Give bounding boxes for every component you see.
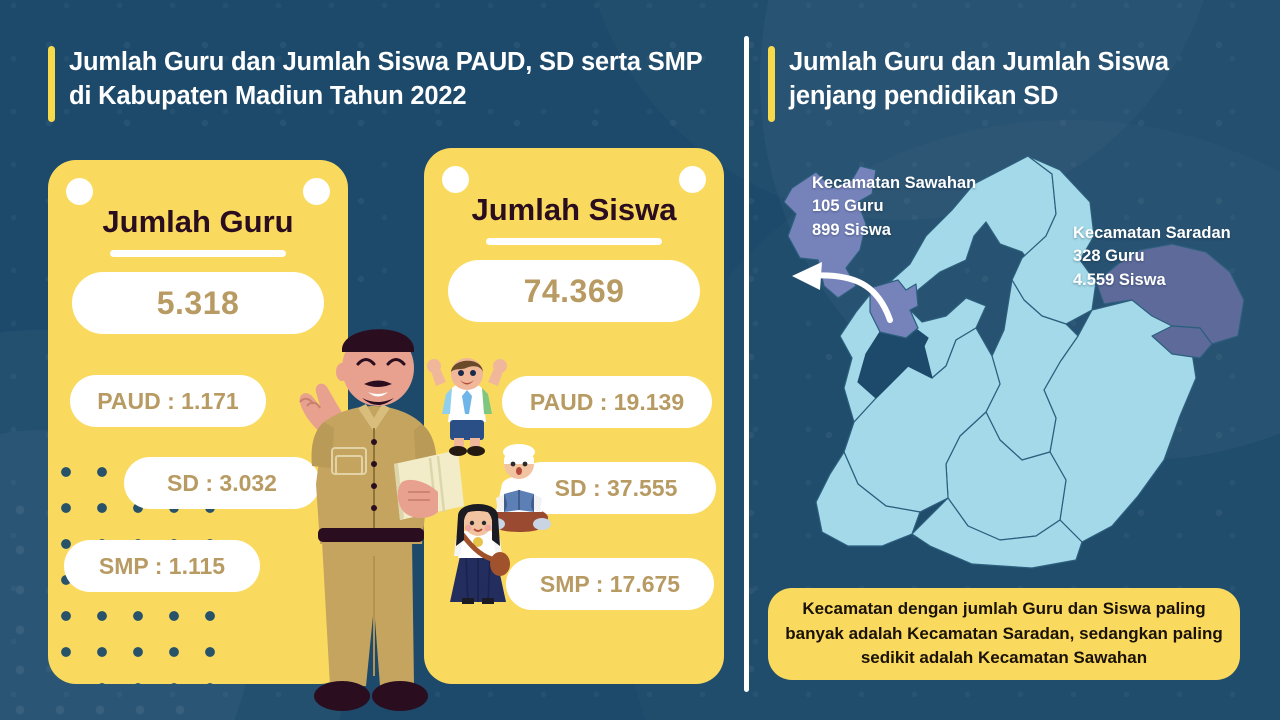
map-label-saradan-siswa: 4.559 Siswa	[1073, 270, 1166, 289]
card-punch-hole-right	[679, 166, 706, 193]
stat-row-guru-paud: PAUD : 1.171	[70, 375, 266, 427]
left-panel-title: Jumlah Guru dan Jumlah Siswa PAUD, SD se…	[48, 46, 728, 122]
stat-row-siswa-smp: SMP : 17.675	[506, 558, 714, 610]
card-underline-guru	[110, 250, 286, 257]
card-punch-hole-left	[442, 166, 469, 193]
map-label-saradan: Kecamatan Saradan 328 Guru 4.559 Siswa	[1073, 222, 1231, 292]
vertical-divider	[744, 36, 749, 692]
stat-row-guru-sd: SD : 3.032	[124, 457, 320, 509]
stat-row-siswa-sd: SD : 37.555	[516, 462, 716, 514]
map-label-sawahan-guru: 105 Guru	[812, 197, 884, 216]
card-heading-siswa: Jumlah Siswa	[471, 192, 677, 227]
right-panel-title-text: Jumlah Guru dan Jumlah Siswa jenjang pen…	[789, 48, 1169, 110]
stat-card-guru: Jumlah Guru 5.318 PAUD : 1.171 SD : 3.03…	[48, 160, 348, 684]
title-accent-bar-right	[768, 46, 775, 122]
card-punch-hole-right	[303, 178, 330, 205]
map-label-saradan-name: Kecamatan Saradan	[1073, 224, 1231, 242]
map-label-saradan-guru: 328 Guru	[1073, 247, 1145, 266]
map-label-sawahan: Kecamatan Sawahan 105 Guru 899 Siswa	[812, 172, 976, 242]
card-punch-hole-left	[66, 178, 93, 205]
map-caption-box: Kecamatan dengan jumlah Guru dan Siswa p…	[768, 588, 1240, 680]
map-label-sawahan-siswa: 899 Siswa	[812, 220, 891, 239]
card-heading-guru: Jumlah Guru	[102, 204, 294, 239]
stat-row-guru-smp: SMP : 1.115	[64, 540, 260, 592]
card-underline-siswa	[486, 238, 662, 245]
map-label-sawahan-name: Kecamatan Sawahan	[812, 174, 977, 192]
total-value-siswa: 74.369	[448, 260, 700, 322]
stat-card-siswa: Jumlah Siswa 74.369 PAUD : 19.139 SD : 3…	[424, 148, 724, 684]
total-value-guru: 5.318	[72, 272, 324, 334]
left-panel-title-text: Jumlah Guru dan Jumlah Siswa PAUD, SD se…	[69, 48, 702, 110]
madiun-regency-map	[760, 140, 1260, 570]
right-panel-title: Jumlah Guru dan Jumlah Siswa jenjang pen…	[768, 46, 1238, 122]
stat-row-siswa-paud: PAUD : 19.139	[502, 376, 712, 428]
title-accent-bar-left	[48, 46, 55, 122]
map-arrowhead	[792, 262, 822, 290]
